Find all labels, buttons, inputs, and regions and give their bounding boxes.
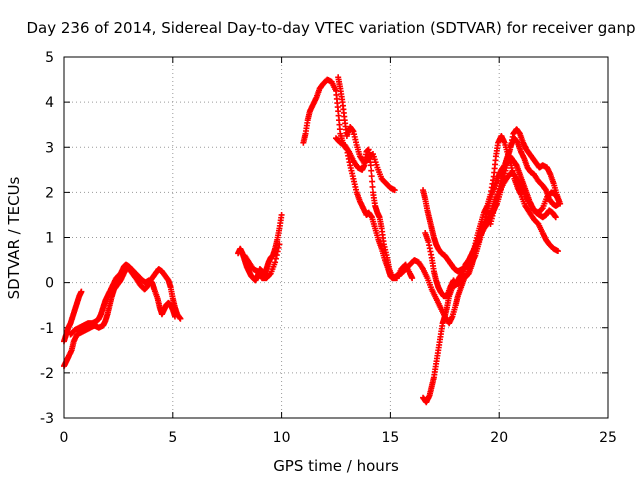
series-trace-10: [420, 135, 563, 275]
data-point: [538, 206, 545, 213]
data-point: [369, 178, 376, 185]
series-trace-5: [241, 241, 283, 282]
data-point: [274, 248, 281, 255]
y-tick-label: 2: [45, 185, 54, 201]
series-trace-2: [61, 288, 85, 345]
series-trace-12: [487, 126, 564, 227]
y-axis-label: SDTVAR / TECUs: [5, 176, 23, 299]
plot-frame: [63, 56, 609, 419]
y-tick-label: 3: [45, 140, 54, 156]
axis-ticks: 0 5 10 15 20 25 -3 -2 -1 0 1 2 3 4 5: [40, 50, 617, 446]
x-tick-label: 25: [599, 430, 617, 446]
y-tick-label: -1: [40, 321, 54, 337]
data-point: [78, 288, 85, 295]
data-point: [368, 173, 375, 180]
data-point: [369, 183, 376, 190]
data-point: [409, 275, 416, 282]
data-point: [368, 167, 375, 174]
x-tick-label: 10: [273, 430, 291, 446]
data-point: [177, 315, 184, 322]
data-point: [367, 162, 374, 169]
data-point: [276, 241, 283, 248]
data-point: [272, 259, 279, 266]
series-trace-4: [235, 211, 285, 284]
data-points: [61, 74, 564, 406]
y-tick-label: 4: [45, 95, 54, 111]
x-tick-label: 15: [381, 430, 399, 446]
x-tick-label: 5: [168, 430, 177, 446]
grid: [64, 57, 608, 418]
data-point: [273, 252, 280, 259]
x-tick-label: 20: [490, 430, 508, 446]
x-tick-label: 0: [60, 430, 69, 446]
y-tick-label: -3: [40, 411, 54, 427]
data-point: [391, 187, 398, 194]
data-point: [278, 211, 285, 218]
data-point: [554, 248, 561, 255]
data-point: [552, 214, 559, 221]
y-tick-label: 1: [45, 231, 54, 247]
data-point: [171, 313, 178, 320]
chart-title: Day 236 of 2014, Sidereal Day-to-day VTE…: [26, 19, 635, 37]
y-tick-label: -2: [40, 366, 54, 382]
series-trace-6: [300, 76, 561, 327]
data-point: [266, 271, 273, 278]
series-trace-3: [67, 261, 178, 338]
series-trace-8: [333, 135, 416, 282]
series-trace-1: [61, 263, 184, 370]
data-point: [272, 255, 279, 262]
data-point: [557, 200, 564, 207]
x-axis-label: GPS time / hours: [273, 457, 399, 475]
series-trace-7: [335, 74, 398, 194]
y-tick-label: 5: [45, 50, 54, 66]
y-tick-label: 0: [45, 276, 54, 292]
data-point: [275, 244, 282, 251]
